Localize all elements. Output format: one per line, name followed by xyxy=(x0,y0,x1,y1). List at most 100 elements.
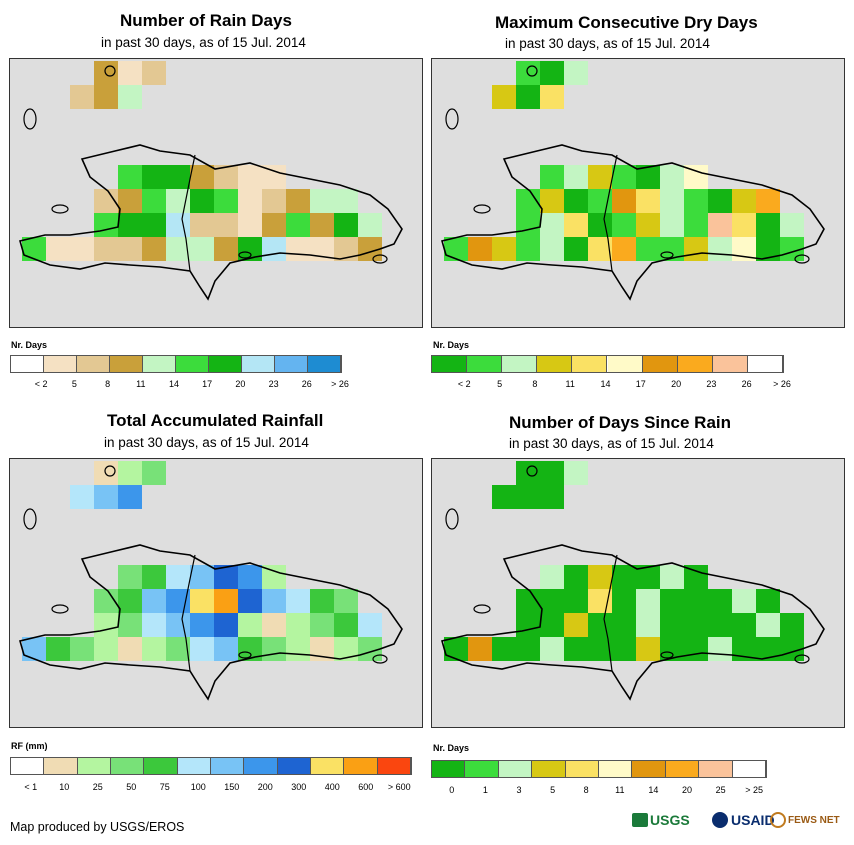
legend-title: Nr. Days xyxy=(433,743,470,753)
legend-swatch xyxy=(632,761,666,777)
legend-label: 14 xyxy=(648,785,659,795)
grid-cell xyxy=(636,213,660,237)
map-max-dry-days xyxy=(431,58,845,328)
grid-cell xyxy=(564,61,588,85)
legend-label: 14 xyxy=(168,379,180,389)
grid-cell xyxy=(684,613,708,637)
country-border xyxy=(181,554,196,672)
grid-cell xyxy=(238,213,262,237)
legend-label: 150 xyxy=(224,782,240,792)
legend-label: 10 xyxy=(59,782,70,792)
legend-title: Nr. Days xyxy=(433,340,470,350)
legend-swatch xyxy=(344,758,378,774)
island-outline xyxy=(19,144,403,301)
legend-swatch xyxy=(111,758,145,774)
legend-swatch xyxy=(432,761,466,777)
grid-cell xyxy=(214,237,238,261)
grid-cell xyxy=(612,189,636,213)
grid-cell xyxy=(94,237,118,261)
grid-cell xyxy=(46,237,70,261)
grid-cell xyxy=(190,589,214,613)
grid-cell xyxy=(286,613,310,637)
legend-label: 11 xyxy=(565,379,575,389)
panel-title: Number of Rain Days xyxy=(120,11,292,30)
fews-globe-icon xyxy=(770,812,786,828)
grid-cell xyxy=(142,461,166,485)
grid-cell xyxy=(118,189,142,213)
grid-cell xyxy=(612,565,636,589)
grid-cell xyxy=(540,237,564,261)
legend-bar xyxy=(431,355,784,373)
grid-cell xyxy=(612,589,636,613)
map-total-rainfall xyxy=(9,458,423,728)
grid-cell xyxy=(334,189,358,213)
grid-cell xyxy=(286,189,310,213)
offshore-island xyxy=(445,508,459,530)
grid-cell xyxy=(118,485,142,509)
map-canvas xyxy=(19,61,403,301)
grid-cell xyxy=(588,165,612,189)
grid-cell xyxy=(142,165,166,189)
grid-cell xyxy=(732,189,756,213)
grid-cell xyxy=(660,165,684,189)
grid-cell xyxy=(166,213,190,237)
legend-swatch xyxy=(377,758,411,774)
offshore-island xyxy=(104,65,116,77)
grid-cell xyxy=(118,85,142,109)
legend-swatch xyxy=(308,356,341,372)
usgs-wave-icon xyxy=(632,813,648,827)
grid-cell xyxy=(564,213,588,237)
grid-cell xyxy=(118,565,142,589)
grid-cell xyxy=(214,613,238,637)
legend-label: 20 xyxy=(235,379,246,389)
map-rain-days xyxy=(9,58,423,328)
grid-cell xyxy=(118,613,142,637)
grid-cell xyxy=(70,237,94,261)
grid-cell xyxy=(310,213,334,237)
legend-swatch xyxy=(277,758,311,774)
map-canvas xyxy=(441,461,825,701)
grid-cell xyxy=(660,589,684,613)
grid-cell xyxy=(732,589,756,613)
island-outline xyxy=(19,544,403,701)
legend-title: RF (mm) xyxy=(11,741,48,751)
grid-cell xyxy=(358,213,382,237)
legend-swatch xyxy=(467,356,503,372)
grid-cell xyxy=(142,237,166,261)
legend-label: 0 xyxy=(449,785,455,795)
grid-cell xyxy=(540,85,564,109)
grid-cell xyxy=(684,589,708,613)
grid-cell xyxy=(492,637,516,661)
grid-cell xyxy=(564,165,588,189)
grid-cell xyxy=(636,637,660,661)
usaid-seal-icon xyxy=(712,812,728,828)
grid-cell xyxy=(468,237,492,261)
grid-cell xyxy=(94,613,118,637)
grid-cell xyxy=(238,613,262,637)
grid-cell xyxy=(310,189,334,213)
legend-label: 5 xyxy=(497,379,503,389)
panel-subtitle: in past 30 days, as of 15 Jul. 2014 xyxy=(509,436,714,451)
grid-cell xyxy=(516,485,540,509)
grid-cell xyxy=(238,589,262,613)
grid-cell xyxy=(190,189,214,213)
offshore-island xyxy=(104,465,116,477)
grid-cell xyxy=(94,85,118,109)
grid-cell xyxy=(660,189,684,213)
grid-cell xyxy=(564,637,588,661)
grid-cell xyxy=(118,589,142,613)
legend-label: 100 xyxy=(190,782,206,792)
grid-cell xyxy=(166,589,190,613)
legend-label: 75 xyxy=(159,782,170,792)
grid-cell xyxy=(142,613,166,637)
legend-label: 23 xyxy=(268,379,279,389)
grid-cell xyxy=(636,237,660,261)
grid-cell xyxy=(516,85,540,109)
grid-cell xyxy=(564,237,588,261)
credit-text: Map produced by USGS/EROS xyxy=(10,820,185,834)
legend-label: < 2 xyxy=(457,379,471,389)
grid-cell xyxy=(756,613,780,637)
legend-label: > 600 xyxy=(387,782,411,792)
grid-cell xyxy=(214,189,238,213)
legend-bar xyxy=(431,760,767,778)
